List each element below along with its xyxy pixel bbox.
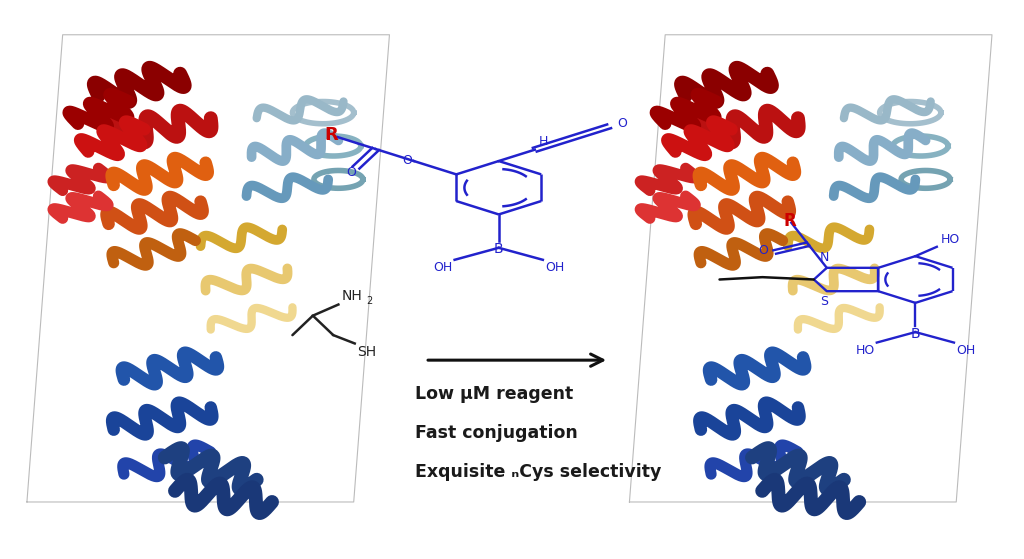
Text: HO: HO [855,344,874,357]
Text: Fast conjugation: Fast conjugation [415,424,578,442]
Text: OH: OH [956,344,976,357]
Text: R: R [325,126,338,144]
Text: Low μM reagent: Low μM reagent [415,385,573,403]
Text: N: N [820,252,829,264]
Text: O: O [759,244,768,257]
Text: O: O [617,117,628,130]
Text: O: O [401,154,412,167]
Text: HO: HO [941,233,961,245]
Text: 2: 2 [366,296,372,306]
Text: H: H [539,135,549,148]
Text: S: S [820,295,828,307]
Text: O: O [346,165,356,179]
Text: B: B [910,328,921,342]
Text: OH: OH [546,261,564,274]
Text: Exquisite ₙCys selectivity: Exquisite ₙCys selectivity [415,463,662,481]
Text: SH: SH [356,345,376,359]
Text: NH: NH [341,289,362,303]
Text: OH: OH [433,261,453,274]
Text: B: B [494,243,504,257]
Text: R: R [783,211,796,230]
